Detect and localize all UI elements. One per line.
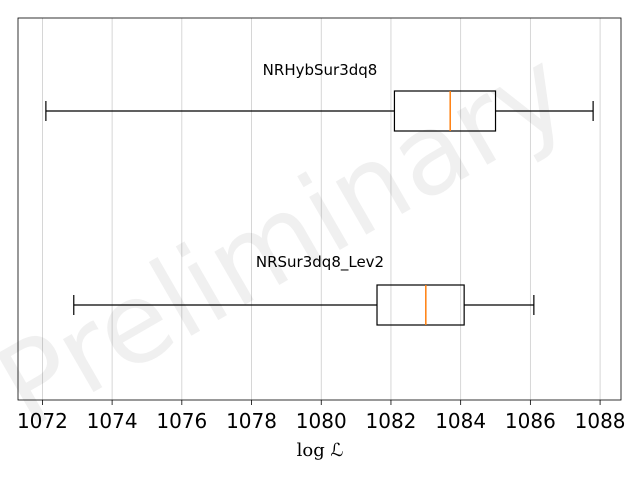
- watermark-text: Preliminary: [0, 25, 589, 454]
- x-tick-label: 1080: [296, 409, 347, 433]
- box-series: NRHybSur3dq8 NRSur3dq8_Lev2: [45, 61, 594, 326]
- x-tick-label: 1082: [366, 409, 417, 433]
- x-tick-label: 1074: [87, 409, 138, 433]
- x-tick-label: 1072: [17, 409, 68, 433]
- box-plot-2: NRSur3dq8_Lev2: [73, 253, 535, 326]
- x-tick-label: 1084: [435, 409, 486, 433]
- x-tick-label: 1086: [505, 409, 556, 433]
- grid-lines: [41, 18, 601, 400]
- x-tick-label: 1088: [575, 409, 626, 433]
- iqr-box: [393, 90, 497, 132]
- x-tick-label: 1078: [226, 409, 277, 433]
- x-axis-ticks: 1072 1074 1076 1078 1080 1082 1084 1086 1088: [17, 400, 626, 433]
- x-axis-label: log ℒ: [297, 440, 344, 461]
- series-label: NRHybSur3dq8: [263, 61, 378, 79]
- x-tick-label: 1076: [156, 409, 207, 433]
- iqr-box: [376, 284, 465, 326]
- series-label: NRSur3dq8_Lev2: [256, 253, 384, 272]
- plot-frame: [17, 17, 622, 401]
- box-plot-1: NRHybSur3dq8: [45, 61, 594, 132]
